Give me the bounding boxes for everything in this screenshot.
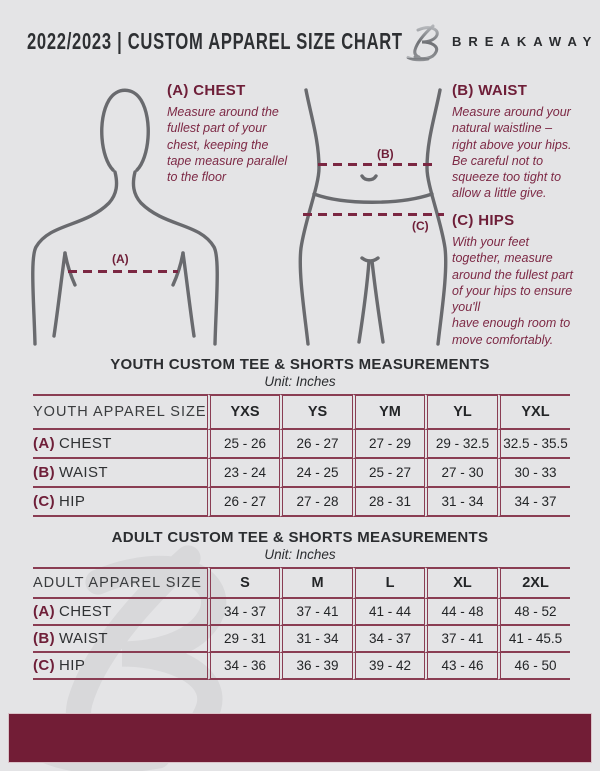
hips-measure-line (303, 213, 444, 216)
table-cell: 23 - 24 (207, 459, 279, 488)
table-cell: 26 - 27 (279, 430, 352, 459)
table-cell: 31 - 34 (424, 488, 497, 517)
column-header: M (279, 567, 352, 599)
column-header: YOUTH APPAREL SIZE (33, 394, 207, 430)
table-cell: 28 - 31 (352, 488, 424, 517)
row-prefix: (C) (33, 657, 56, 674)
column-header: YS (279, 394, 352, 430)
table-cell: 41 - 44 (352, 599, 424, 626)
waist-description: Measure around your natural waistline – … (452, 105, 572, 201)
table-row: (B) WAIST 29 - 31 31 - 34 34 - 37 37 - 41… (33, 626, 570, 653)
column-header: YM (352, 394, 424, 430)
table-cell: 43 - 46 (424, 653, 497, 680)
row-name: HIP (59, 493, 86, 510)
table-cell: 41 - 45.5 (497, 626, 570, 653)
row-label: (A) CHEST (33, 599, 207, 626)
page-title: 2022/2023 | CUSTOM APPAREL SIZE CHART (27, 28, 403, 54)
table-row: (C) HIP 34 - 36 36 - 39 39 - 42 43 - 46 4… (33, 653, 570, 680)
table-cell: 39 - 42 (352, 653, 424, 680)
hips-heading: (C) HIPS (452, 212, 515, 229)
row-label: (B) WAIST (33, 626, 207, 653)
row-prefix: (B) (33, 630, 56, 647)
row-prefix: (A) (33, 603, 56, 620)
row-prefix: (C) (33, 493, 56, 510)
table-cell: 48 - 52 (497, 599, 570, 626)
table-header-row: YOUTH APPAREL SIZE YXS YS YM YL YXL (33, 394, 570, 430)
row-name: HIP (59, 657, 86, 674)
youth-section-title: YOUTH CUSTOM TEE & SHORTS MEASUREMENTS (110, 356, 490, 373)
row-name: CHEST (59, 603, 112, 620)
waist-measure-line (318, 163, 433, 166)
column-header: YXS (207, 394, 279, 430)
row-name: WAIST (59, 630, 108, 647)
youth-size-table: YOUTH APPAREL SIZE YXS YS YM YL YXL (A) C… (33, 394, 570, 517)
row-label: (C) HIP (33, 488, 207, 517)
brand-logo-icon (406, 22, 444, 67)
table-cell: 29 - 32.5 (424, 430, 497, 459)
table-cell: 34 - 37 (497, 488, 570, 517)
table-cell: 25 - 27 (352, 459, 424, 488)
column-header: ADULT APPAREL SIZE (33, 567, 207, 599)
table-cell: 31 - 34 (279, 626, 352, 653)
column-header: YL (424, 394, 497, 430)
chest-marker-label: (A) (112, 252, 129, 266)
table-cell: 34 - 37 (352, 626, 424, 653)
row-name: WAIST (59, 464, 108, 481)
table-cell: 37 - 41 (424, 626, 497, 653)
hips-marker-label: (C) (412, 219, 429, 233)
table-cell: 34 - 37 (207, 599, 279, 626)
chest-description: Measure around the fullest part of your … (167, 105, 288, 185)
column-header: S (207, 567, 279, 599)
column-header: L (352, 567, 424, 599)
hips-description: With your feet together, measure around … (452, 235, 573, 347)
row-prefix: (A) (33, 435, 56, 452)
column-header: XL (424, 567, 497, 599)
table-cell: 26 - 27 (207, 488, 279, 517)
youth-section-unit: Unit: Inches (264, 374, 336, 389)
adult-section-unit: Unit: Inches (264, 547, 336, 562)
table-cell: 37 - 41 (279, 599, 352, 626)
adult-size-table: ADULT APPAREL SIZE S M L XL 2XL (A) CHEST… (33, 567, 570, 680)
table-cell: 44 - 48 (424, 599, 497, 626)
column-header: YXL (497, 394, 570, 430)
table-cell: 46 - 50 (497, 653, 570, 680)
table-cell: 27 - 28 (279, 488, 352, 517)
chest-measure-line (68, 270, 178, 273)
table-cell: 30 - 33 (497, 459, 570, 488)
table-row: (A) CHEST 25 - 26 26 - 27 27 - 29 29 - 32… (33, 430, 570, 459)
row-prefix: (B) (33, 464, 56, 481)
table-cell: 34 - 36 (207, 653, 279, 680)
row-label: (A) CHEST (33, 430, 207, 459)
column-header: 2XL (497, 567, 570, 599)
table-header-row: ADULT APPAREL SIZE S M L XL 2XL (33, 567, 570, 599)
table-row: (B) WAIST 23 - 24 24 - 25 25 - 27 27 - 30… (33, 459, 570, 488)
table-cell: 36 - 39 (279, 653, 352, 680)
lower-body-figure (292, 88, 450, 351)
table-cell: 25 - 26 (207, 430, 279, 459)
row-label: (B) WAIST (33, 459, 207, 488)
adult-section-title: ADULT CUSTOM TEE & SHORTS MEASUREMENTS (111, 529, 489, 546)
upper-body-figure (25, 84, 225, 353)
chest-heading: (A) CHEST (167, 82, 246, 99)
footer-bar (8, 713, 592, 763)
brand-name: BREAKAWAY (452, 34, 599, 49)
table-row: (A) CHEST 34 - 37 37 - 41 41 - 44 44 - 48… (33, 599, 570, 626)
table-cell: 27 - 30 (424, 459, 497, 488)
table-cell: 32.5 - 35.5 (497, 430, 570, 459)
table-row: (C) HIP 26 - 27 27 - 28 28 - 31 31 - 34 3… (33, 488, 570, 517)
table-cell: 29 - 31 (207, 626, 279, 653)
table-cell: 24 - 25 (279, 459, 352, 488)
brand-logo: BREAKAWAY (406, 22, 591, 67)
waist-marker-label: (B) (377, 147, 394, 161)
row-label: (C) HIP (33, 653, 207, 680)
waist-heading: (B) WAIST (452, 82, 528, 99)
table-cell: 27 - 29 (352, 430, 424, 459)
row-name: CHEST (59, 435, 112, 452)
